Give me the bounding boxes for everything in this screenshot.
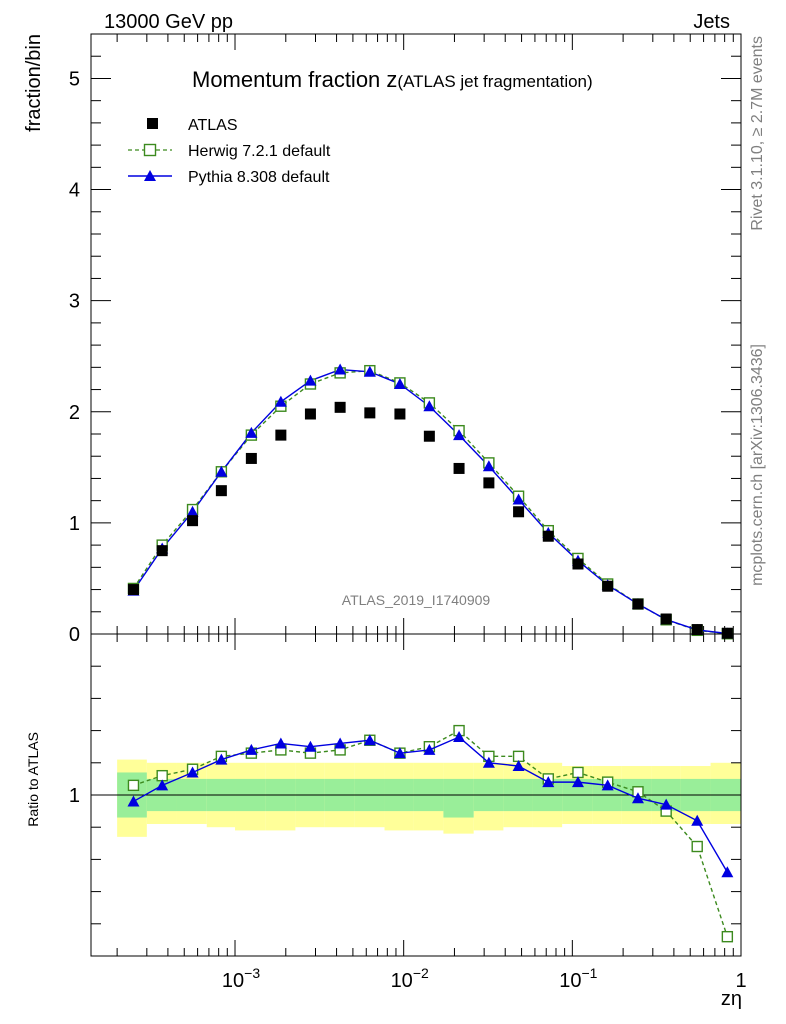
ratio-point-pythia bbox=[127, 795, 140, 807]
data-point-pythia bbox=[245, 426, 258, 438]
legend-atlas-marker bbox=[147, 118, 158, 129]
legend: ATLAS Herwig 7.2.1 default Pythia 8.308 … bbox=[128, 117, 331, 186]
mcplots-label: mcplots.cern.ch [arXiv:1306.3436] bbox=[749, 344, 766, 586]
upper-series bbox=[127, 363, 734, 640]
ratio-point-herwig bbox=[127, 779, 140, 792]
data-point-pythia bbox=[363, 365, 376, 377]
header-left: 13000 GeV pp bbox=[104, 11, 233, 33]
data-point-pythia bbox=[274, 395, 287, 407]
data-point-atlas bbox=[215, 485, 227, 497]
y-axis-label: fraction/bin bbox=[23, 34, 45, 132]
data-point-pythia bbox=[482, 460, 495, 472]
data-point-atlas bbox=[275, 429, 287, 441]
data-point-atlas bbox=[513, 506, 525, 518]
data-point-atlas bbox=[394, 408, 406, 420]
chart-title: Momentum fraction z(ATLAS jet fragmentat… bbox=[192, 67, 593, 92]
ratio-point-pythia bbox=[274, 737, 287, 749]
lower-axes: 10−3 10−2 10−1 1 1 bbox=[69, 633, 747, 992]
x-axis-label: zη bbox=[721, 988, 742, 1010]
data-point-atlas bbox=[483, 477, 495, 489]
ratio-y-tick-label: 1 bbox=[69, 785, 80, 807]
data-point-pythia bbox=[453, 429, 466, 441]
ratio-point-pythia bbox=[601, 779, 614, 791]
header-right: Jets bbox=[693, 11, 730, 33]
data-point-atlas bbox=[691, 624, 703, 636]
ratio-point-pythia bbox=[512, 760, 525, 772]
ratio-point-pythia bbox=[363, 734, 376, 746]
data-point-atlas bbox=[660, 613, 672, 625]
y-tick-label: 2 bbox=[69, 402, 80, 424]
chart-title-sub: (ATLAS jet fragmentation) bbox=[397, 72, 592, 91]
legend-atlas-label: ATLAS bbox=[188, 117, 238, 134]
ratio-point-pythia bbox=[393, 747, 406, 759]
data-point-pythia bbox=[423, 400, 436, 412]
legend-pythia-label: Pythia 8.308 default bbox=[188, 169, 330, 186]
ratio-point-pythia bbox=[721, 866, 734, 878]
ratio-point-pythia bbox=[660, 798, 673, 810]
band-inner-bin bbox=[443, 778, 474, 818]
x-tick-label: 10−1 bbox=[559, 965, 597, 992]
ratio-point-pythia bbox=[156, 779, 169, 791]
data-point-pythia bbox=[512, 493, 525, 505]
rivet-label: Rivet 3.1.10, ≥ 2.7M events bbox=[749, 36, 766, 231]
upper-axes: 0 1 2 3 4 5 bbox=[69, 33, 742, 646]
y-tick-label: 5 bbox=[69, 68, 80, 90]
ratio-point-herwig bbox=[156, 769, 168, 782]
data-point-pythia bbox=[334, 363, 347, 375]
legend-herwig-marker bbox=[143, 143, 157, 157]
data-point-pythia bbox=[215, 465, 228, 477]
data-point-pythia bbox=[393, 378, 406, 389]
ratio-point-herwig bbox=[721, 930, 734, 943]
ratio-point-pythia bbox=[423, 743, 436, 755]
data-point-atlas bbox=[127, 584, 139, 596]
ratio-point-pythia bbox=[691, 814, 704, 826]
data-point-atlas bbox=[245, 452, 257, 464]
data-point-pythia bbox=[304, 374, 317, 386]
ratio-point-pythia bbox=[334, 737, 347, 749]
data-point-atlas bbox=[187, 515, 199, 527]
data-point-atlas bbox=[632, 598, 644, 610]
data-point-atlas bbox=[721, 627, 733, 639]
ratio-point-pythia bbox=[482, 756, 495, 768]
data-point-atlas bbox=[156, 545, 168, 557]
ratio-point-herwig bbox=[572, 766, 584, 779]
y-tick-label: 4 bbox=[69, 180, 80, 202]
ratio-point-pythia bbox=[571, 776, 584, 788]
ratio-point-pythia bbox=[186, 766, 199, 778]
data-point-atlas bbox=[334, 401, 346, 413]
data-point-atlas bbox=[304, 408, 316, 420]
ratio-point-pythia bbox=[542, 776, 555, 788]
y-tick-label: 0 bbox=[69, 624, 80, 646]
ratio-point-herwig bbox=[512, 750, 525, 763]
x-tick-label: 10−2 bbox=[391, 965, 429, 992]
chart-title-main: Momentum fraction z bbox=[192, 67, 397, 92]
ratio-point-herwig bbox=[691, 840, 703, 853]
ratio-point-pythia bbox=[304, 740, 317, 752]
legend-herwig-label: Herwig 7.2.1 default bbox=[188, 143, 331, 160]
data-point-atlas bbox=[602, 580, 614, 592]
ratio-point-pythia bbox=[215, 753, 228, 765]
ratio-point-pythia bbox=[453, 731, 466, 743]
data-point-atlas bbox=[572, 558, 584, 570]
y-tick-label: 1 bbox=[69, 513, 80, 535]
ratio-y-axis-label: Ratio to ATLAS bbox=[25, 732, 41, 827]
legend-pythia-marker bbox=[144, 170, 156, 181]
x-tick-label: 1 bbox=[735, 970, 746, 992]
data-point-atlas bbox=[542, 530, 554, 542]
ratio-point-pythia bbox=[631, 792, 644, 804]
data-point-atlas bbox=[453, 462, 465, 474]
lower-series bbox=[127, 724, 734, 943]
analysis-tag: ATLAS_2019_I1740909 bbox=[342, 592, 491, 608]
data-point-atlas bbox=[423, 430, 435, 442]
ratio-point-pythia bbox=[245, 743, 258, 755]
data-point-pythia bbox=[186, 505, 199, 517]
y-tick-label: 3 bbox=[69, 291, 80, 313]
data-point-atlas bbox=[364, 407, 376, 419]
x-tick-label: 10−3 bbox=[222, 965, 260, 992]
